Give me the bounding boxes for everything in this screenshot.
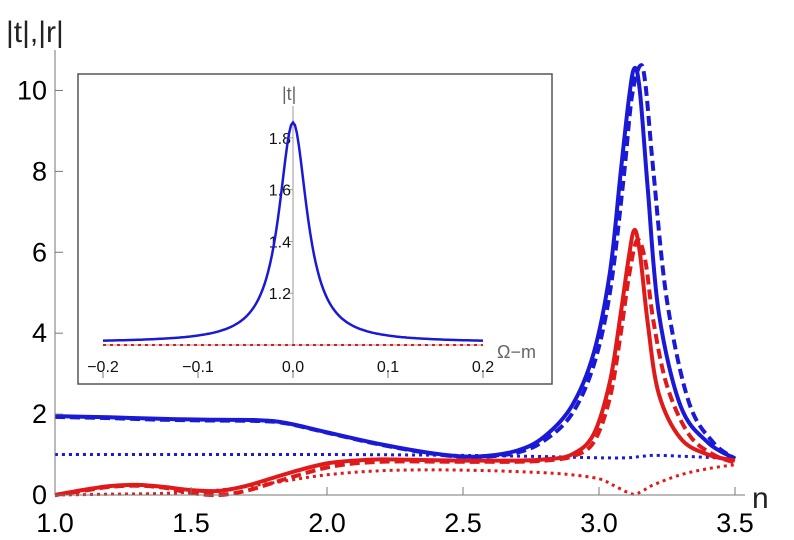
main-x-tick-label: 2.0 [308, 508, 346, 538]
main-x-tick-label: 1.0 [36, 508, 74, 538]
main-y-tick-label: 10 [17, 75, 47, 105]
main-series-2 [54, 452, 736, 461]
main-plot: 1.0 1.5 2.0 2.5 3.0 3.5 0 2 4 6 8 10 |t|,|r| n [6, 16, 769, 538]
main-ticks-layer: 1.0 1.5 2.0 2.5 3.0 3.5 0 2 4 6 8 10 [17, 50, 754, 538]
main-y-axis-label: |t|,|r| [6, 16, 64, 49]
main-y-tick-label: 2 [32, 399, 47, 429]
main-series-3 [54, 228, 736, 497]
inset-ticks-layer: −0.2 −0.1 0.0 0.1 0.21.21.41.61.8 [87, 106, 494, 378]
main-y-tick-label: 4 [32, 318, 47, 348]
inset-frame [77, 73, 553, 385]
inset-plot: −0.2 −0.1 0.0 0.1 0.21.21.41.61.8 |t| Ω−m [77, 73, 553, 385]
inset-series-0 [103, 120, 483, 342]
main-x-tick-label: 3.5 [716, 508, 754, 538]
main-y-tick-label: 0 [32, 480, 47, 510]
main-x-tick-label: 3.0 [580, 508, 618, 538]
inset-y-axis-label: |t| [282, 84, 296, 104]
main-y-tick-label: 6 [32, 237, 47, 267]
main-series-5 [54, 463, 736, 497]
main-x-axis-label: n [752, 482, 769, 515]
inset-x-tick-label: 0.2 [472, 359, 494, 376]
inset-x-tick-label: −0.2 [87, 359, 119, 376]
main-y-tick-label: 8 [32, 156, 47, 186]
main-series-layer [54, 63, 737, 498]
inset-x-tick-label: −0.1 [182, 359, 214, 376]
inset-y-tick-label: 1.8 [269, 131, 291, 148]
main-x-tick-label: 1.5 [172, 508, 210, 538]
main-series-1 [54, 63, 737, 461]
main-x-tick-label: 2.5 [444, 508, 482, 538]
inset-series-layer [103, 120, 483, 346]
inset-y-tick-label: 1.2 [269, 286, 291, 303]
inset-x-tick-label: 0.1 [377, 359, 399, 376]
inset-x-tick-label: 0.0 [282, 359, 304, 376]
inset-x-axis-label: Ω−m [497, 342, 536, 362]
inset-y-tick-label: 1.6 [269, 183, 291, 200]
